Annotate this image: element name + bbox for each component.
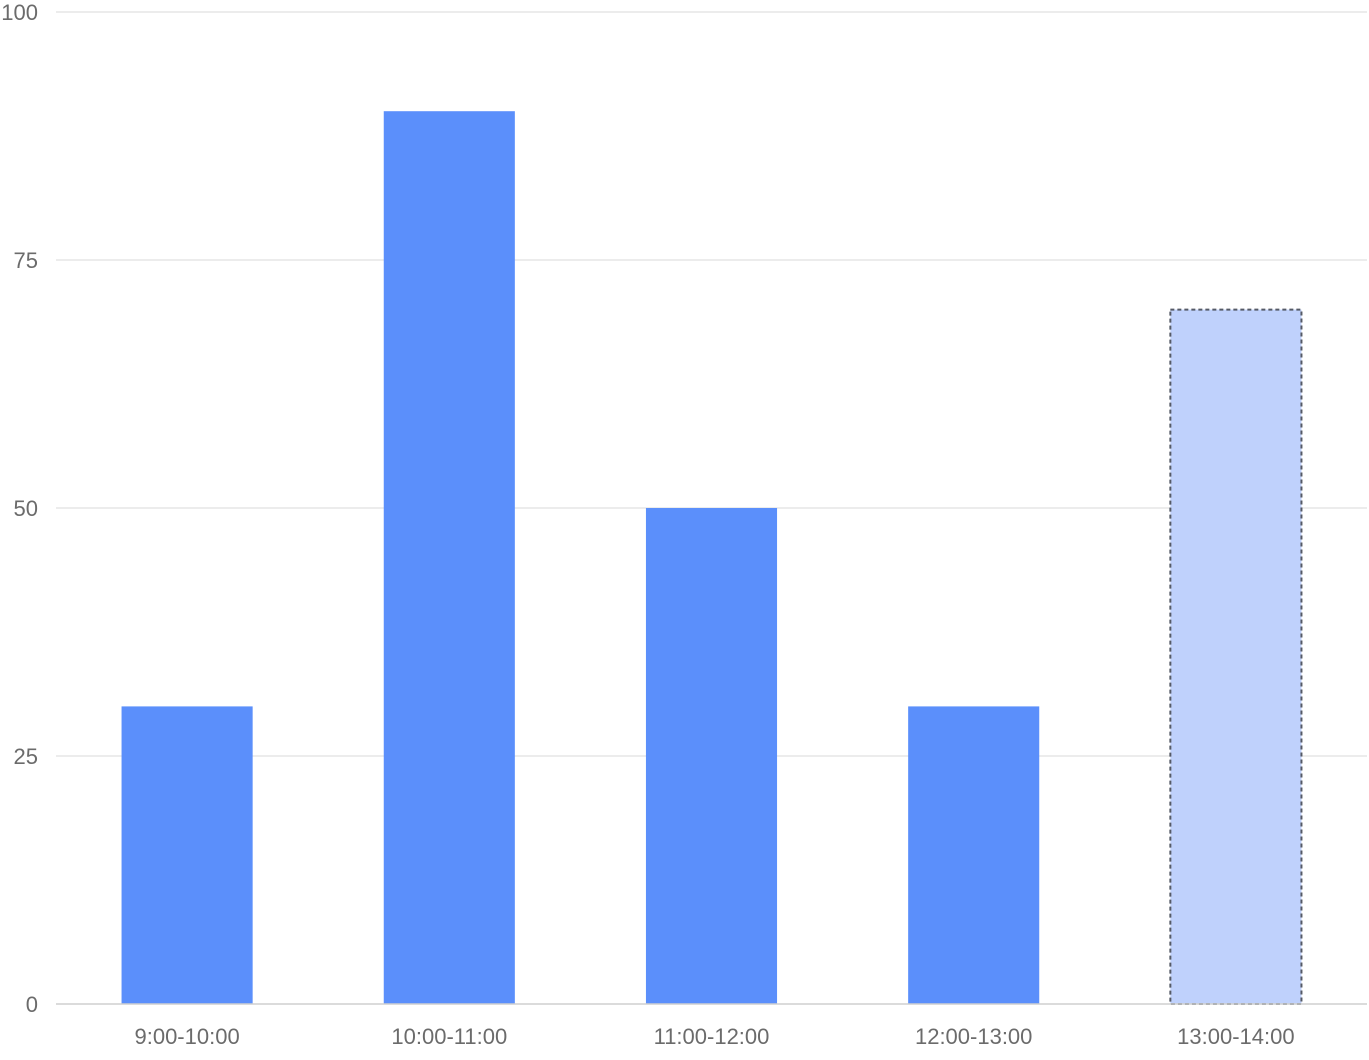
y-tick-label: 25 (14, 744, 38, 769)
y-tick-label: 50 (14, 496, 38, 521)
y-tick-label: 75 (14, 248, 38, 273)
x-axis-ticks: 9:00-10:00 10:00-11:00 11:00-12:00 12:00-13… (134, 1024, 1294, 1049)
x-tick-label: 12:00-13:00 (915, 1024, 1032, 1049)
bar (121, 706, 253, 1004)
x-tick-label: 11:00-12:00 (654, 1024, 770, 1049)
bar-highlighted (1169, 308, 1303, 1006)
y-tick-label: 0 (26, 992, 38, 1017)
bars (121, 111, 1303, 1006)
x-tick-label: 13:00-14:00 (1177, 1024, 1294, 1049)
bar (908, 706, 1040, 1004)
bar (383, 111, 515, 1004)
x-tick-label: 9:00-10:00 (134, 1024, 239, 1049)
bar (645, 508, 778, 1004)
y-tick-label: 100 (1, 0, 38, 25)
y-axis-ticks: 0 25 50 75 100 (1, 0, 38, 1017)
x-tick-label: 10:00-11:00 (391, 1024, 507, 1049)
